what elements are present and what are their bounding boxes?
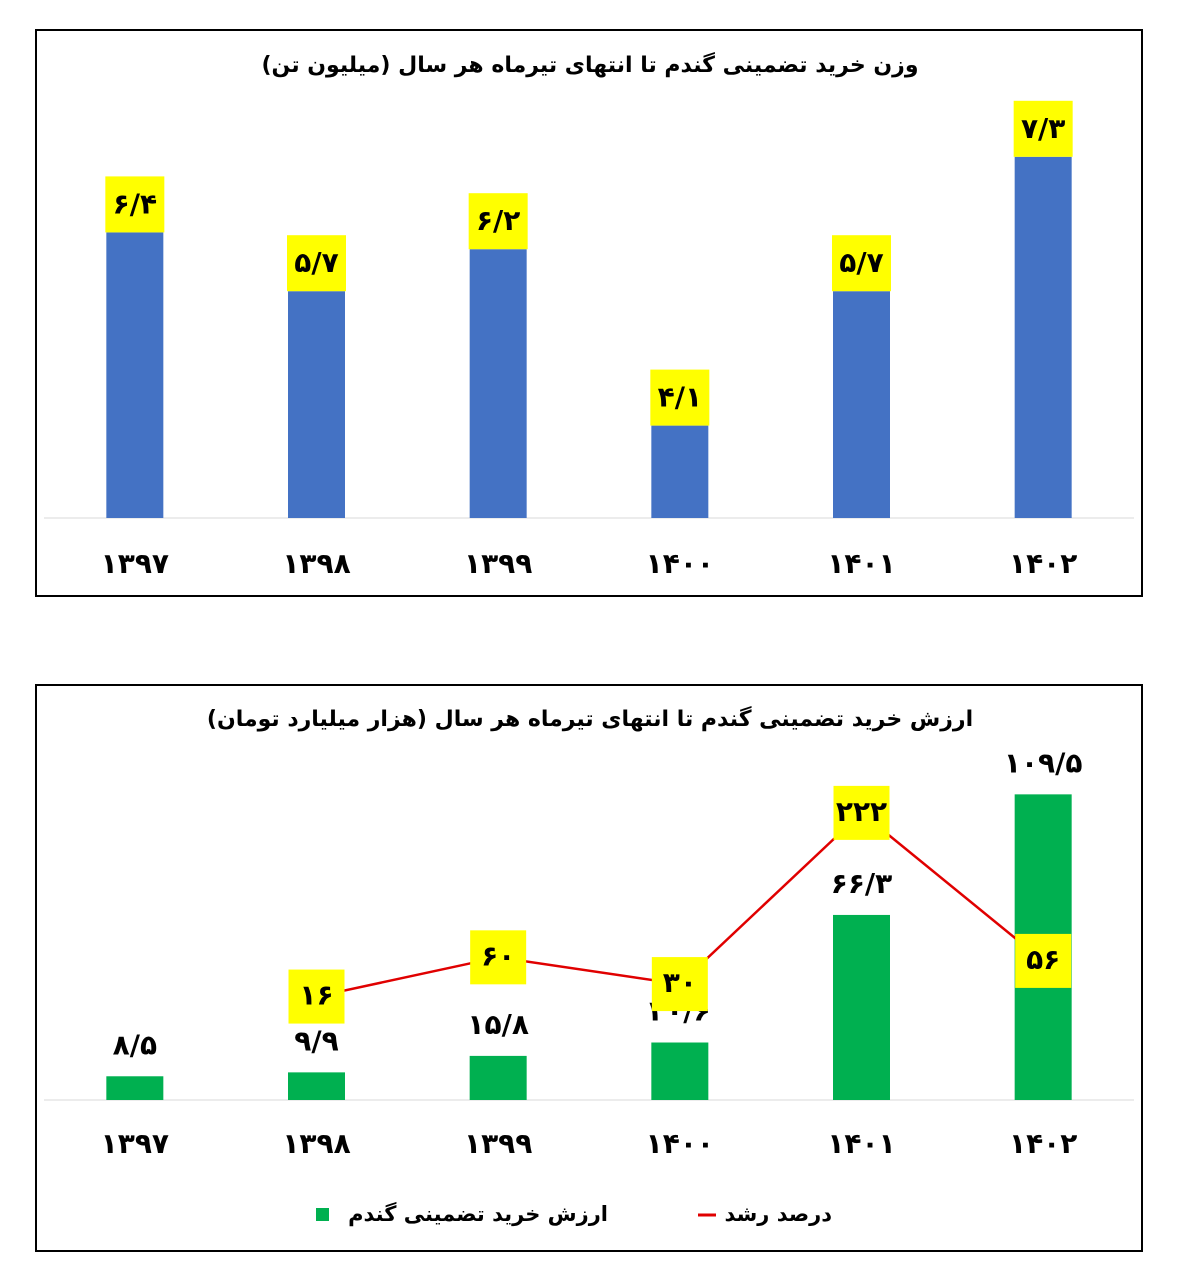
value-label: ۷/۳ [1021, 112, 1065, 145]
bar [651, 1042, 709, 1100]
bar [469, 1055, 527, 1100]
value-label: ۱۶ [299, 979, 333, 1012]
value-label: ۸/۵ [113, 1028, 157, 1061]
value-label: ۶/۴ [113, 187, 157, 220]
chart-title: ارزش خرید تضمینی گندم تا انتهای تیرماه ه… [207, 705, 973, 732]
x-tick-label: ۱۳۹۸ [282, 1127, 350, 1160]
legend-swatch [316, 1208, 329, 1221]
legend-label: ارزش خرید تضمینی گندم [348, 1201, 608, 1226]
label-box [287, 235, 346, 292]
label-box [833, 785, 890, 840]
chart-frame [35, 684, 1143, 1252]
value-label: ۴/۱ [658, 381, 702, 414]
x-tick-label: ۱۴۰۰ [646, 547, 714, 580]
label-box [1013, 100, 1073, 157]
x-tick-label: ۱۴۰۲ [1009, 547, 1077, 580]
bar [288, 291, 345, 518]
x-tick-label: ۱۴۰۱ [827, 1127, 895, 1160]
bar [833, 914, 890, 1100]
bar [469, 249, 527, 518]
value-label: ۱۵/۸ [467, 1008, 529, 1041]
value-label: ۹/۹ [294, 1024, 338, 1057]
value-label: ۳۰ [663, 966, 697, 999]
label-box [832, 235, 891, 292]
label-box [470, 930, 527, 985]
label-box [105, 176, 165, 233]
bar [1014, 156, 1072, 519]
label-box [1015, 933, 1072, 988]
value-label: ۶۰ [481, 939, 515, 972]
x-tick-label: ۱۴۰۱ [827, 547, 895, 580]
label-box [468, 193, 528, 250]
value-label: ۵/۷ [294, 246, 338, 279]
x-tick-label: ۱۳۹۷ [101, 1127, 169, 1160]
label-box [288, 969, 345, 1024]
x-tick-label: ۱۳۹۹ [464, 547, 532, 580]
value-label: ۲۲۲ [836, 795, 887, 828]
x-tick-label: ۱۴۰۲ [1009, 1127, 1077, 1160]
value-label: ۶۶/۳ [831, 867, 893, 900]
chart-title: وزن خرید تضمینی گندم تا انتهای تیرماه هر… [261, 51, 918, 78]
chart-frame [35, 29, 1143, 597]
value-label: ۶/۲ [476, 204, 520, 237]
bar [106, 1076, 164, 1100]
x-tick-label: ۱۳۹۹ [464, 1127, 532, 1160]
x-tick-label: ۱۳۹۷ [101, 547, 169, 580]
legend-label: درصد رشد [725, 1202, 833, 1226]
value-label: ۱۰۹/۵ [1004, 746, 1083, 779]
label-box [651, 957, 708, 1012]
bar [651, 425, 709, 518]
bar [106, 232, 164, 518]
label-box [650, 369, 710, 426]
bar [288, 1072, 345, 1100]
x-tick-label: ۱۴۰۰ [646, 1127, 714, 1160]
bar [833, 291, 890, 518]
value-label: ۵/۷ [839, 246, 883, 279]
x-tick-label: ۱۳۹۸ [282, 547, 350, 580]
value-label: ۵۶ [1026, 943, 1060, 976]
